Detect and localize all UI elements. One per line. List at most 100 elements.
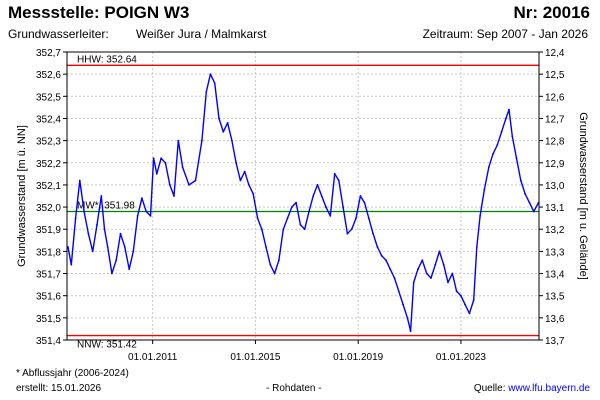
- grid-lines: [67, 51, 539, 341]
- data-point: [442, 263, 445, 266]
- data-point: [455, 290, 458, 293]
- data-point: [524, 192, 526, 195]
- data-point: [100, 195, 103, 197]
- data-point: [141, 197, 143, 200]
- data-point: [269, 263, 272, 266]
- data-point: [333, 172, 336, 175]
- period-label: Zeitraum: Sep 2007 - Jan 2026: [422, 27, 588, 41]
- data-point: [412, 281, 415, 284]
- data-point: [376, 246, 379, 248]
- data-point: [295, 201, 297, 204]
- ref-label-hhw: HHW: 352.64: [77, 54, 137, 65]
- data-point: [487, 166, 490, 169]
- data-point: [67, 246, 69, 248]
- y-tick-label: 351,6: [36, 292, 61, 303]
- data-point: [417, 268, 419, 270]
- data-point: [316, 184, 319, 186]
- y2-tick-label: 13,1: [545, 203, 565, 214]
- data-point: [231, 139, 233, 142]
- data-point: [181, 166, 184, 169]
- ref-label-nnw: NNW: 351.42: [77, 340, 137, 351]
- data-point: [248, 184, 250, 186]
- data-point: [91, 250, 94, 253]
- data-point: [402, 303, 404, 306]
- created-date: erstellt: 15.01.2026: [16, 383, 102, 394]
- y-axis-label: Grundwasserstand [m ü. NN]: [16, 125, 28, 267]
- data-point: [359, 195, 362, 197]
- data-point: [103, 228, 106, 231]
- data-point: [209, 73, 212, 76]
- y-tick-label: 352,0: [36, 203, 61, 214]
- data-point: [505, 117, 507, 120]
- data-point: [350, 228, 353, 231]
- data-point: [252, 192, 255, 195]
- data-point: [243, 170, 246, 173]
- data-point: [286, 217, 289, 220]
- data-point: [194, 179, 197, 182]
- data-point: [312, 195, 315, 197]
- data-point: [303, 228, 306, 231]
- y-tick-label: 352,3: [36, 137, 61, 148]
- data-point: [299, 223, 302, 226]
- aquifer-value: Weißer Jura / Malmkarst: [136, 27, 267, 41]
- y2-tick-label: 12,7: [545, 114, 565, 125]
- y-tick-label: 352,1: [36, 181, 61, 192]
- data-point: [308, 210, 310, 213]
- y-tick-label: 352,5: [36, 92, 61, 103]
- data-point: [132, 250, 135, 253]
- data-point: [515, 157, 518, 160]
- data-point: [149, 215, 152, 217]
- data-point: [173, 195, 175, 197]
- data-point: [464, 303, 466, 306]
- y2-tick-label: 12,5: [545, 70, 565, 81]
- data-point: [152, 157, 155, 160]
- reference-lines: HHW: 352.64 MW*: 351.98 NNW: 351.42: [67, 54, 539, 351]
- data-point: [367, 217, 370, 220]
- data-point: [145, 210, 148, 213]
- station-number: Nr: 20016: [513, 3, 590, 22]
- data-point: [160, 157, 163, 160]
- data-point: [483, 188, 486, 191]
- data-point: [397, 290, 400, 293]
- data-point: [273, 272, 276, 275]
- page-title: Messstelle: POIGN W3: [8, 3, 190, 22]
- y-tick-label: 351,7: [36, 270, 61, 281]
- data-point: [479, 215, 481, 217]
- data-point: [438, 250, 441, 253]
- y2-tick-label: 13,5: [545, 292, 565, 303]
- data-point: [508, 108, 510, 111]
- data-point: [329, 215, 332, 217]
- data-point: [475, 246, 478, 248]
- data-point: [406, 316, 409, 319]
- data-point: [372, 232, 374, 235]
- data-point: [239, 179, 242, 182]
- data-point: [201, 139, 203, 142]
- data-point: [188, 184, 190, 186]
- data-point: [256, 217, 259, 220]
- data-point: [389, 268, 392, 270]
- data-point: [472, 299, 475, 301]
- data-point: [346, 232, 349, 235]
- y2-tick-label: 13,7: [545, 336, 565, 347]
- ref-label-mw: MW*: 351.98: [77, 201, 135, 212]
- data-point: [511, 135, 514, 138]
- source-link[interactable]: www.lfu.bayern.de: [508, 383, 590, 394]
- data-point: [282, 228, 285, 231]
- data-point: [128, 268, 131, 270]
- x-tick-label: 01.01.2023: [436, 352, 486, 363]
- y-tick-label: 352,4: [36, 114, 61, 125]
- footnote: * Abflussjahr (2006-2024): [16, 368, 129, 379]
- x-tick-label: 01.01.2015: [230, 352, 280, 363]
- data-point: [235, 161, 238, 164]
- data-point: [278, 259, 280, 262]
- y2-tick-label: 13,4: [545, 270, 565, 281]
- aquifer-label: Grundwasserleiter:: [8, 27, 109, 41]
- data-point: [260, 228, 263, 231]
- data-point: [87, 232, 90, 235]
- data-point: [393, 277, 396, 279]
- data-point: [363, 201, 366, 204]
- data-point: [218, 117, 220, 120]
- data-point: [468, 312, 471, 315]
- plot-frame: [66, 51, 540, 341]
- data-point: [385, 259, 387, 262]
